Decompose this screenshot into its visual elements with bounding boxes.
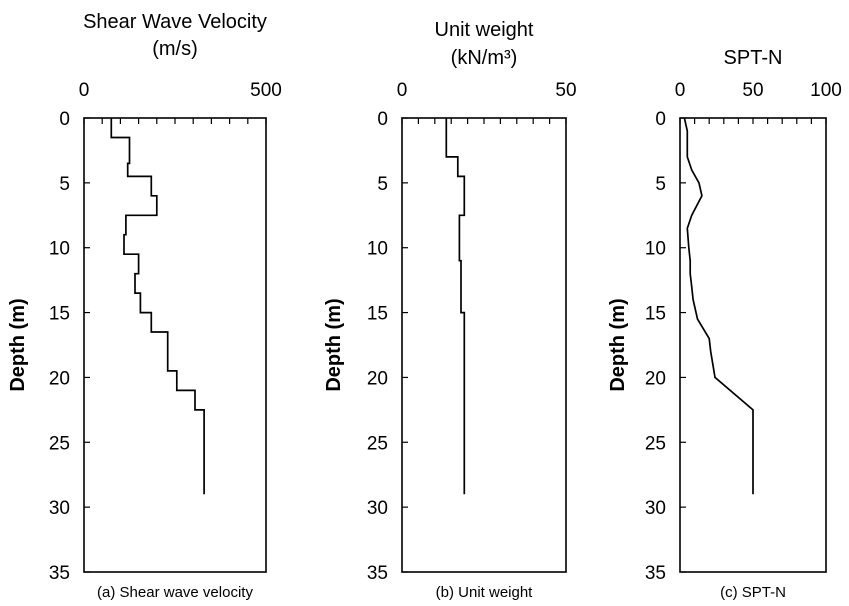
panel-1-y-tick-label: 10 [49,239,70,260]
panel-3-title: SPT-N [724,47,783,69]
panel-3-y-tick-label: 20 [645,368,666,389]
panel-2-title: Unit weight [435,19,534,41]
panel-3-x-tick-label: 100 [810,80,842,101]
panel-3-y-axis-label: Depth (m) [607,298,629,391]
panel-2-y-tick-label: 25 [367,433,388,454]
panel-2-y-tick-label: 5 [377,174,388,195]
panel-3-y-tick-label: 10 [645,239,666,260]
panel-1-y-tick-label: 0 [59,109,70,130]
panel-3-y-tick-label: 35 [645,563,666,584]
panel-3-y-tick-label: 30 [645,498,666,519]
panel-2-y-tick-label: 0 [377,109,388,130]
panel-3-x-tick-label: 0 [675,80,686,101]
panel-2-y-tick-label: 20 [367,368,388,389]
panel-2-series-line-1 [445,118,466,495]
panel-2-y-tick-label: 10 [367,239,388,260]
panel-1-y-tick-label: 25 [49,433,70,454]
panel-2-y-axis-label: Depth (m) [323,298,345,391]
panel-3-x-tick-label: 50 [742,80,763,101]
panel-2-caption: (b) Unit weight [436,584,534,601]
panel-1-caption: (a) Shear wave velocity [97,584,253,601]
panel-2-y-tick-label: 35 [367,563,388,584]
panel-1-y-tick-label: 15 [49,304,70,325]
panel-1-y-tick-label: 5 [59,174,70,195]
panel-2-y-tick-label: 15 [367,304,388,325]
panel-3-y-tick-label: 5 [655,174,666,195]
panel-1-unit-label: (m/s) [152,38,198,60]
panel-2-unit-label: (kN/m³) [451,47,518,69]
panel-2-x-tick-label: 0 [397,80,408,101]
panel-2-y-tick-label: 30 [367,498,388,519]
panel-3-series-line-1 [683,117,754,495]
panel-3-y-tick-label: 0 [655,109,666,130]
panel-1-y-tick-label: 20 [49,368,70,389]
panel-3-y-tick-label: 15 [645,304,666,325]
panel-2-x-tick-label: 50 [555,80,576,101]
panel-3-caption: (c) SPT-N [720,584,786,601]
panel-1-y-tick-label: 30 [49,498,70,519]
panel-1-title: Shear Wave Velocity [83,11,267,33]
panel-1-y-tick-label: 35 [49,563,70,584]
panel-1-series-line-1 [110,118,205,495]
panel-3-plot-frame [679,117,827,573]
panel-1-x-tick-label: 0 [79,80,90,101]
panel-1-plot-frame [83,117,267,573]
panel-1-x-tick-label: 500 [250,80,282,101]
panel-3-y-tick-label: 25 [645,433,666,454]
panel-1-y-axis-label: Depth (m) [7,298,29,391]
panel-2-plot-frame [401,117,567,573]
